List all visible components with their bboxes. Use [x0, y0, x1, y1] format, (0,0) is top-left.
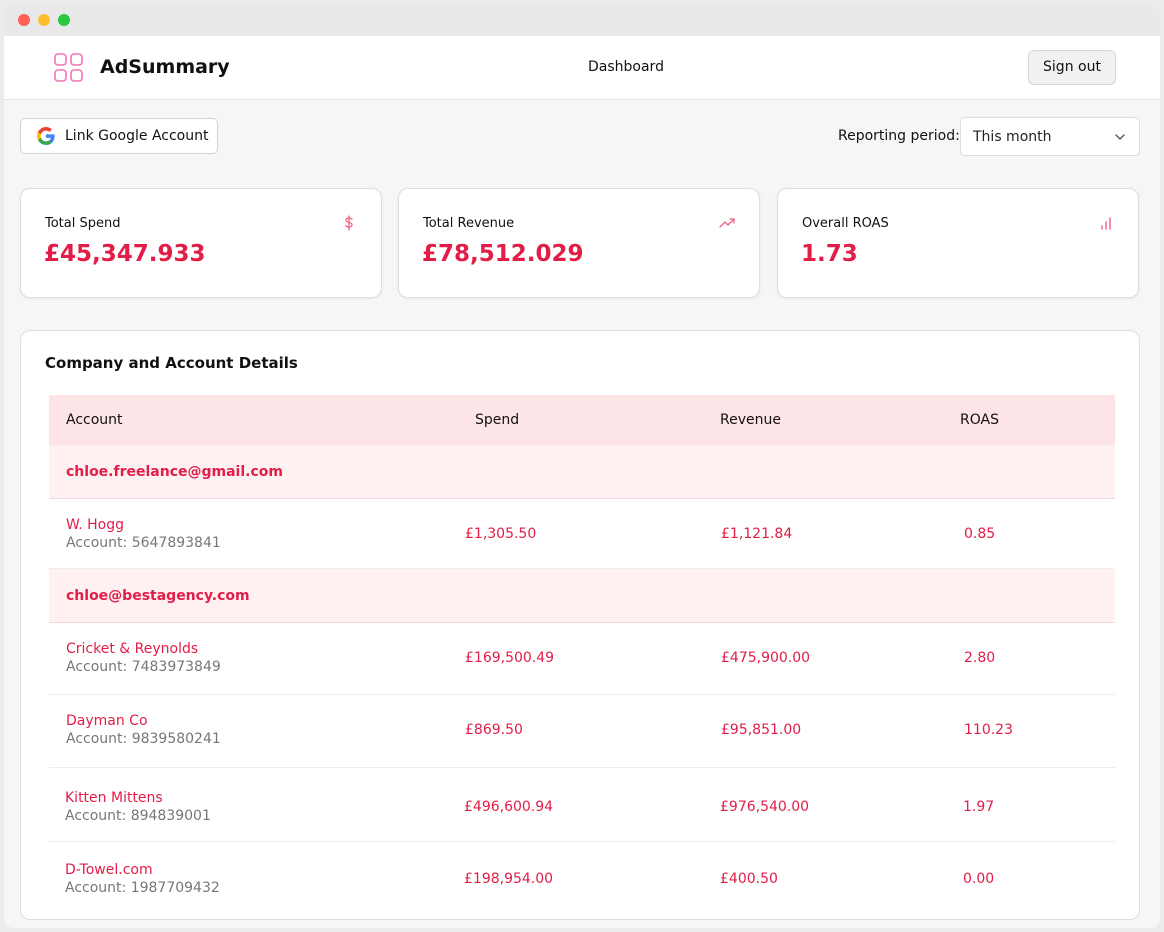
total-revenue-card: Total Revenue £78,512.029 — [398, 188, 760, 298]
card-title: Total Spend — [45, 216, 121, 231]
reporting-period-select[interactable]: This month — [960, 117, 1140, 156]
revenue-value: £976,540.00 — [720, 799, 810, 815]
roas-value: 110.23 — [964, 722, 1013, 738]
group-email: chloe.freelance@gmail.com — [66, 464, 283, 480]
bar-chart-icon — [1101, 217, 1111, 230]
account-name: Kitten Mittens — [65, 790, 163, 806]
overall-roas-card: Overall ROAS 1.73 — [777, 188, 1139, 298]
group-row: chloe.freelance@gmail.com — [49, 445, 1115, 499]
account-name: Dayman Co — [66, 713, 148, 729]
table-row[interactable]: Kitten Mittens Account: 894839001 £496,6… — [49, 768, 1115, 842]
account-name: W. Hogg — [66, 517, 125, 533]
google-icon — [37, 127, 55, 145]
link-google-account-button[interactable]: Link Google Account — [20, 118, 218, 154]
card-value: 1.73 — [801, 241, 858, 267]
column-header-spend: Spend — [475, 412, 520, 428]
spend-value: £869.50 — [465, 722, 523, 738]
total-spend-card: Total Spend £45,347.933 — [20, 188, 382, 298]
accounts-table: Account Spend Revenue ROAS chloe.freelan… — [49, 395, 1115, 919]
table-row[interactable]: D-Towel.com Account: 1987709432 £198,954… — [49, 842, 1115, 919]
app-window: AdSummary Dashboard Sign out Link Google… — [4, 4, 1160, 928]
card-value: £45,347.933 — [44, 241, 206, 267]
link-google-account-label: Link Google Account — [65, 128, 209, 144]
column-header-roas: ROAS — [960, 412, 999, 428]
reporting-period-value: This month — [973, 129, 1052, 145]
card-title: Total Revenue — [423, 216, 515, 231]
revenue-value: £95,851.00 — [721, 722, 802, 738]
table-row[interactable]: W. Hogg Account: 5647893841 £1,305.50 £1… — [49, 499, 1115, 569]
table-row[interactable]: Dayman Co Account: 9839580241 £869.50 £9… — [49, 695, 1115, 768]
window-titlebar — [4, 4, 1160, 36]
account-number: Account: 894839001 — [65, 808, 211, 824]
grid-logo-icon — [54, 53, 83, 82]
group-email: chloe@bestagency.com — [66, 588, 250, 604]
column-header-revenue: Revenue — [720, 412, 781, 428]
details-title: Company and Account Details — [45, 354, 298, 372]
spend-value: £496,600.94 — [464, 799, 554, 815]
account-number: Account: 5647893841 — [66, 535, 221, 551]
roas-value: 0.00 — [963, 871, 995, 887]
card-title: Overall ROAS — [802, 216, 889, 231]
card-value: £78,512.029 — [422, 241, 584, 267]
account-number: Account: 7483973849 — [66, 659, 221, 675]
roas-value: 0.85 — [964, 526, 996, 542]
revenue-value: £400.50 — [720, 871, 778, 887]
account-number: Account: 9839580241 — [66, 731, 221, 747]
nav-link-dashboard[interactable]: Dashboard — [588, 59, 664, 75]
spend-value: £169,500.49 — [465, 650, 555, 666]
spend-value: £198,954.00 — [464, 871, 554, 887]
trending-up-icon — [719, 218, 735, 228]
account-name: Cricket & Reynolds — [66, 641, 199, 657]
roas-value: 2.80 — [964, 650, 996, 666]
close-window-button[interactable] — [18, 14, 30, 26]
table-row[interactable]: Cricket & Reynolds Account: 7483973849 £… — [49, 623, 1115, 695]
dollar-icon — [345, 215, 353, 231]
sign-out-button[interactable]: Sign out — [1028, 50, 1116, 85]
account-name: D-Towel.com — [65, 862, 153, 878]
company-account-details-panel: Company and Account Details Account Spen… — [20, 330, 1140, 920]
reporting-period-label: Reporting period: — [838, 128, 960, 144]
minimize-window-button[interactable] — [38, 14, 50, 26]
revenue-value: £1,121.84 — [721, 526, 793, 542]
group-row: chloe@bestagency.com — [49, 569, 1115, 623]
column-header-account: Account — [66, 412, 123, 428]
brand-name: AdSummary — [100, 56, 230, 78]
table-header: Account Spend Revenue ROAS — [49, 395, 1115, 445]
top-navbar: AdSummary Dashboard Sign out — [4, 36, 1160, 100]
revenue-value: £475,900.00 — [721, 650, 811, 666]
chevron-down-icon — [1115, 134, 1125, 140]
maximize-window-button[interactable] — [58, 14, 70, 26]
account-number: Account: 1987709432 — [65, 880, 220, 896]
roas-value: 1.97 — [963, 799, 995, 815]
spend-value: £1,305.50 — [465, 526, 537, 542]
